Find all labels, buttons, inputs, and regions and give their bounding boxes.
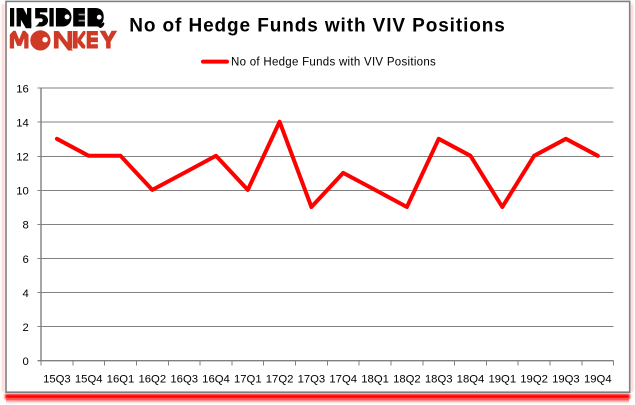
svg-text:16Q1: 16Q1 <box>107 373 135 385</box>
svg-text:6: 6 <box>23 254 29 266</box>
svg-text:17Q4: 17Q4 <box>329 373 357 385</box>
svg-text:16Q3: 16Q3 <box>170 373 198 385</box>
svg-text:No of Hedge Funds with VIV Pos: No of Hedge Funds with VIV Positions <box>129 16 506 37</box>
svg-text:2: 2 <box>23 322 29 334</box>
svg-text:16: 16 <box>16 83 29 95</box>
svg-text:19Q4: 19Q4 <box>584 373 612 385</box>
svg-text:0: 0 <box>23 356 29 368</box>
svg-text:18Q3: 18Q3 <box>425 373 453 385</box>
svg-text:17Q3: 17Q3 <box>298 373 326 385</box>
svg-text:4: 4 <box>23 288 29 300</box>
svg-text:19Q3: 19Q3 <box>552 373 580 385</box>
svg-text:19Q1: 19Q1 <box>488 373 516 385</box>
svg-text:12: 12 <box>16 152 29 164</box>
svg-text:14: 14 <box>16 117 29 129</box>
svg-text:17Q1: 17Q1 <box>234 373 262 385</box>
svg-text:18Q2: 18Q2 <box>393 373 421 385</box>
svg-text:19Q2: 19Q2 <box>520 373 548 385</box>
svg-text:16Q4: 16Q4 <box>202 373 230 385</box>
svg-text:16Q2: 16Q2 <box>138 373 166 385</box>
svg-text:15Q3: 15Q3 <box>43 373 71 385</box>
svg-text:10: 10 <box>16 186 29 198</box>
svg-text:No of Hedge Funds with VIV Pos: No of Hedge Funds with VIV Positions <box>231 57 436 69</box>
svg-text:18Q4: 18Q4 <box>457 373 485 385</box>
svg-text:17Q2: 17Q2 <box>266 373 294 385</box>
svg-text:18Q1: 18Q1 <box>361 373 389 385</box>
svg-text:8: 8 <box>23 220 29 232</box>
svg-text:15Q4: 15Q4 <box>75 373 103 385</box>
